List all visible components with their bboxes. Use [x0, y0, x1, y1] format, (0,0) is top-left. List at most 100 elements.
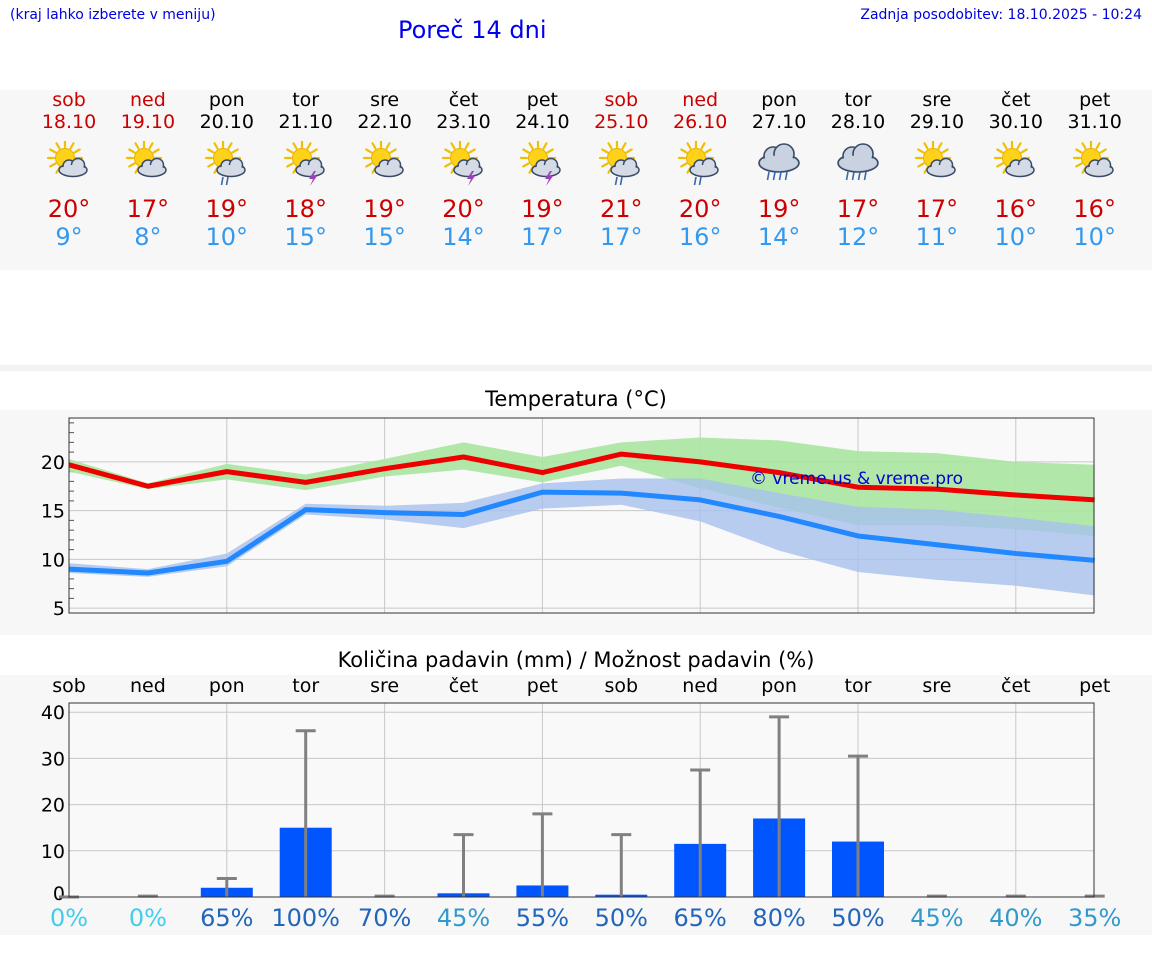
min-temperature: 10°	[994, 223, 1038, 251]
day-name: sre	[922, 89, 952, 111]
day-date: 24.10	[515, 111, 570, 133]
day-name: sob	[52, 89, 86, 111]
day-date: 18.10	[41, 111, 97, 133]
day-name: ned	[682, 89, 719, 111]
precipitation-probability: 40%	[989, 904, 1042, 932]
precipitation-probability: 35%	[1068, 904, 1121, 932]
watermark: © vreme.us & vreme.pro	[750, 469, 963, 489]
plot-area	[69, 703, 1094, 897]
day-label: sob	[605, 675, 639, 697]
min-temperature: 14°	[757, 223, 801, 251]
min-temperature: 10°	[1073, 223, 1116, 251]
y-tick-label: 20	[41, 795, 65, 817]
min-temperature: 17°	[600, 223, 643, 251]
precipitation-probability: 65%	[200, 904, 253, 932]
sun-cloud-icon	[993, 141, 1035, 178]
max-temperature: 17°	[836, 195, 880, 223]
max-temperature: 20°	[678, 195, 722, 223]
day-label: čet	[449, 675, 479, 697]
min-temperature: 9°	[55, 223, 83, 251]
max-temperature: 20°	[47, 195, 91, 223]
precipitation-chart-title: Količina padavin (mm) / Možnost padavin …	[337, 648, 815, 672]
day-label: pon	[761, 675, 797, 697]
max-temperature: 18°	[284, 195, 327, 223]
precipitation-chart: sob ned pon tor sre čet pet sob ned pon tor sre čet p…	[41, 675, 1122, 932]
y-tick-label: 5	[53, 598, 65, 620]
precipitation-probability: 70%	[358, 904, 411, 932]
day-date: 28.10	[830, 111, 886, 133]
sun-cloud-icon	[362, 141, 404, 178]
plot-frame	[68, 702, 1095, 898]
cloud-rain-icon	[758, 143, 800, 181]
sun-cloud-rain-icon	[204, 141, 246, 186]
day-date: 23.10	[436, 111, 491, 133]
day-date: 19.10	[120, 111, 176, 133]
y-tick-label: 20	[41, 452, 65, 474]
max-temperature: 20°	[442, 195, 485, 223]
day-column: sre 22.10 19° 15°	[345, 89, 425, 251]
day-name: čet	[448, 89, 479, 111]
day-name: čet	[1001, 89, 1031, 111]
sun-cloud-storm-icon	[283, 141, 325, 186]
sun-cloud-icon	[914, 141, 956, 178]
location-hint: (kraj lahko izberete v meniju)	[10, 7, 216, 23]
day-column: pet 24.10 19° 17°	[502, 89, 582, 251]
day-name: tor	[844, 89, 872, 111]
precipitation-probability: 65%	[674, 904, 727, 932]
day-label: ned	[130, 675, 166, 697]
min-temperature: 17°	[521, 223, 564, 251]
precipitation-probability: 45%	[910, 904, 963, 932]
day-column: čet 30.10 16° 10°	[976, 89, 1056, 251]
min-temperature-line	[68, 489, 1095, 576]
precipitation-probability: 80%	[752, 904, 805, 932]
page-title: Poreč 14 dni	[398, 16, 547, 44]
precipitation-probability: 100%	[271, 904, 340, 932]
last-updated: Zadnja posodobitev: 18.10.2025 - 10:24	[860, 7, 1142, 23]
day-name: sre	[370, 89, 400, 111]
y-tick-label: 0	[53, 883, 65, 905]
day-column: ned 26.10 20° 16°	[660, 89, 740, 251]
day-column: sob 18.10 20° 9°	[29, 89, 109, 251]
min-temperature: 15°	[284, 223, 327, 251]
day-label: pon	[209, 675, 245, 697]
min-temperature: 12°	[836, 223, 880, 251]
day-label: pet	[1079, 675, 1110, 697]
day-column: pon 27.10 19° 14°	[739, 89, 819, 251]
day-date: 20.10	[199, 111, 254, 133]
precipitation-probability: 50%	[595, 904, 648, 932]
precipitation-probability: 55%	[516, 904, 569, 932]
day-label: sre	[922, 675, 951, 697]
precipitation-probability: 45%	[437, 904, 490, 932]
min-temperature: 10°	[205, 223, 249, 251]
day-name: pon	[761, 89, 797, 111]
sun-cloud-icon	[46, 141, 88, 178]
temperature-chart-title: Temperatura (°C)	[485, 387, 667, 411]
y-tick-label: 15	[41, 501, 65, 523]
day-label: čet	[1001, 675, 1031, 697]
max-temperature-line	[68, 451, 1095, 503]
day-label: sob	[52, 675, 86, 697]
max-temperature: 16°	[994, 195, 1038, 223]
day-column: tor 28.10 17° 12°	[818, 89, 898, 251]
day-date: 27.10	[751, 111, 807, 133]
y-tick-label: 30	[41, 748, 65, 770]
min-temperature: 8°	[134, 223, 162, 251]
min-temperature: 15°	[363, 223, 406, 251]
precipitation-probability: 0%	[50, 904, 88, 932]
day-date: 26.10	[672, 111, 728, 133]
day-name: ned	[129, 89, 166, 111]
day-column: ned 19.10 17° 8°	[108, 89, 188, 251]
temperature-chart: 5 10 15 20 © vreme.us & vreme.pro	[41, 417, 1095, 620]
daily-forecast-band	[0, 90, 1152, 270]
y-tick-label: 40	[41, 702, 65, 724]
max-temperature: 17°	[126, 195, 170, 223]
day-date: 22.10	[357, 111, 412, 133]
max-temperature: 16°	[1073, 195, 1116, 223]
day-name: pon	[208, 89, 245, 111]
sun-cloud-rain-icon	[599, 141, 641, 186]
day-column: tor 21.10 18° 15°	[266, 89, 346, 251]
precipitation-probability: 0%	[129, 904, 167, 932]
day-label: tor	[845, 675, 872, 697]
sun-cloud-icon	[1072, 141, 1114, 178]
day-label: sre	[370, 675, 399, 697]
